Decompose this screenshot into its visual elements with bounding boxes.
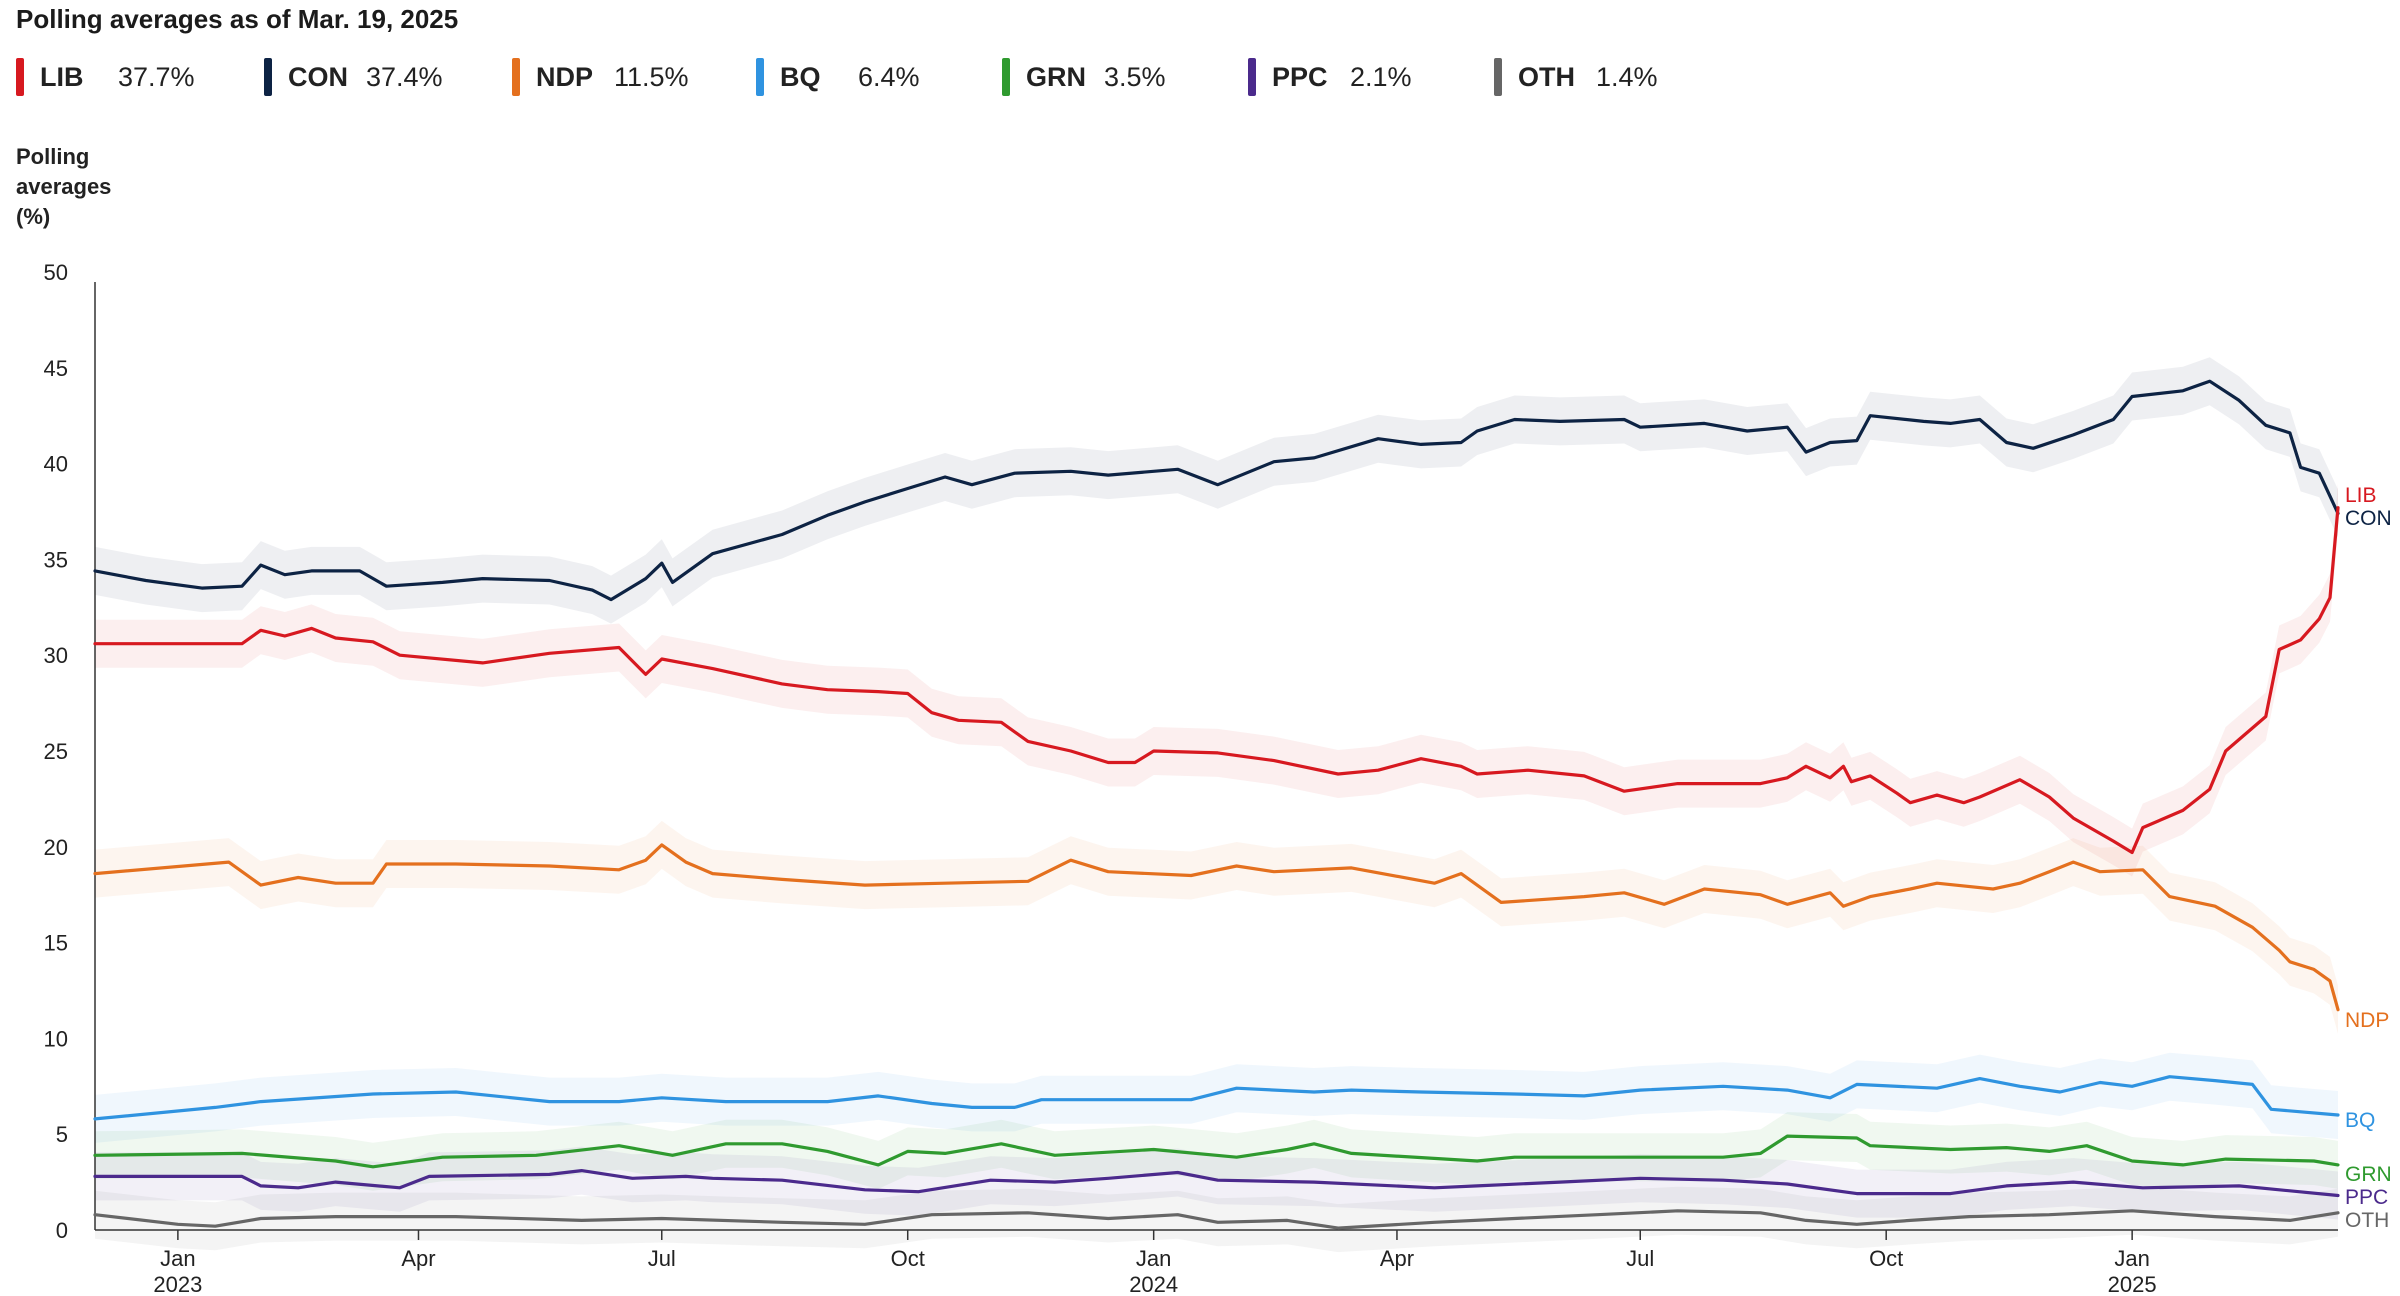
confidence-bands: [95, 357, 2338, 1253]
legend-code: OTH: [1518, 62, 1575, 92]
legend-value: 3.5%: [1104, 62, 1166, 92]
x-tick-label: Jul: [1626, 1246, 1654, 1271]
legend-swatch-grn: [1002, 58, 1010, 96]
series-line-lib: [93, 506, 2340, 855]
end-label-con: CON: [2345, 507, 2392, 530]
y-tick-label: 0: [56, 1218, 68, 1243]
x-tick-year-label: 2024: [1129, 1272, 1178, 1296]
x-tick-label: Jan: [160, 1246, 195, 1271]
chart-title: Polling averages as of Mar. 19, 2025: [16, 4, 459, 34]
x-tick-label: Jan: [1136, 1246, 1171, 1271]
band-bq: [95, 1052, 2338, 1143]
y-tick-label: 20: [44, 835, 68, 860]
x-tick-label: Oct: [1869, 1246, 1903, 1271]
y-tick-label: 35: [44, 547, 68, 572]
end-label-bq: BQ: [2345, 1109, 2375, 1132]
legend-code: LIB: [40, 62, 84, 92]
legend-code: NDP: [536, 62, 594, 92]
y-axis-title: Polling averages (%): [16, 144, 112, 229]
legend-value: 1.4%: [1596, 62, 1658, 92]
series-line-grn: [93, 1134, 2340, 1169]
end-label-lib: LIB: [2345, 484, 2377, 507]
end-label-ppc: PPC: [2345, 1186, 2388, 1209]
series-line-con: [93, 379, 2340, 602]
end-label-grn: GRN: [2345, 1163, 2392, 1186]
band-ppc: [95, 1146, 2338, 1220]
legend-swatch-lib: [16, 58, 24, 96]
legend: LIB 37.7% CON 37.4% NDP 11.5% BQ 6.4% GR…: [16, 56, 1816, 100]
x-tick-label: Jul: [648, 1246, 676, 1271]
legend-code: BQ: [780, 62, 821, 92]
y-tick-label: 10: [44, 1026, 68, 1051]
legend-value: 37.4%: [366, 62, 443, 92]
series-lines: [93, 379, 2340, 1230]
y-tick-label: 25: [44, 739, 68, 764]
legend-swatch-oth: [1494, 58, 1502, 96]
band-oth: [95, 1186, 2338, 1253]
legend-swatch-ndp: [512, 58, 520, 96]
y-tick-label: 45: [44, 356, 68, 381]
legend-value: 6.4%: [858, 62, 920, 92]
x-tick-year-label: 2025: [2108, 1272, 2157, 1296]
series-line-ppc: [93, 1169, 2340, 1198]
legend-code: PPC: [1272, 62, 1328, 92]
end-label-oth: OTH: [2345, 1209, 2389, 1232]
x-tick-label: Jan: [2114, 1246, 2149, 1271]
band-ndp: [95, 820, 2338, 1034]
legend-value: 37.7%: [118, 62, 195, 92]
legend-swatch-con: [264, 58, 272, 96]
series-line-oth: [93, 1209, 2340, 1230]
series-line-ndp: [93, 843, 2340, 1012]
legend-code: GRN: [1026, 62, 1086, 92]
y-tick-label: 30: [44, 643, 68, 668]
legend-value: 2.1%: [1350, 62, 1412, 92]
x-tick-label: Oct: [891, 1246, 925, 1271]
x-tick-label: Apr: [1380, 1246, 1414, 1271]
y-tick-label: 15: [44, 931, 68, 956]
band-con: [95, 357, 2338, 624]
band-grn: [95, 1112, 2338, 1191]
legend-swatch-bq: [756, 58, 764, 96]
x-tick-label: Apr: [401, 1246, 435, 1271]
legend-value: 11.5%: [614, 62, 689, 92]
end-label-ndp: NDP: [2345, 1009, 2389, 1032]
legend-swatch-ppc: [1248, 58, 1256, 96]
x-tick-year-label: 2023: [153, 1272, 202, 1296]
y-tick-label: 40: [44, 452, 68, 477]
y-tick-label: 5: [56, 1122, 68, 1147]
y-tick-label: 50: [44, 260, 68, 285]
series-line-bq: [93, 1075, 2340, 1121]
band-lib: [95, 483, 2338, 877]
legend-code: CON: [288, 62, 348, 92]
